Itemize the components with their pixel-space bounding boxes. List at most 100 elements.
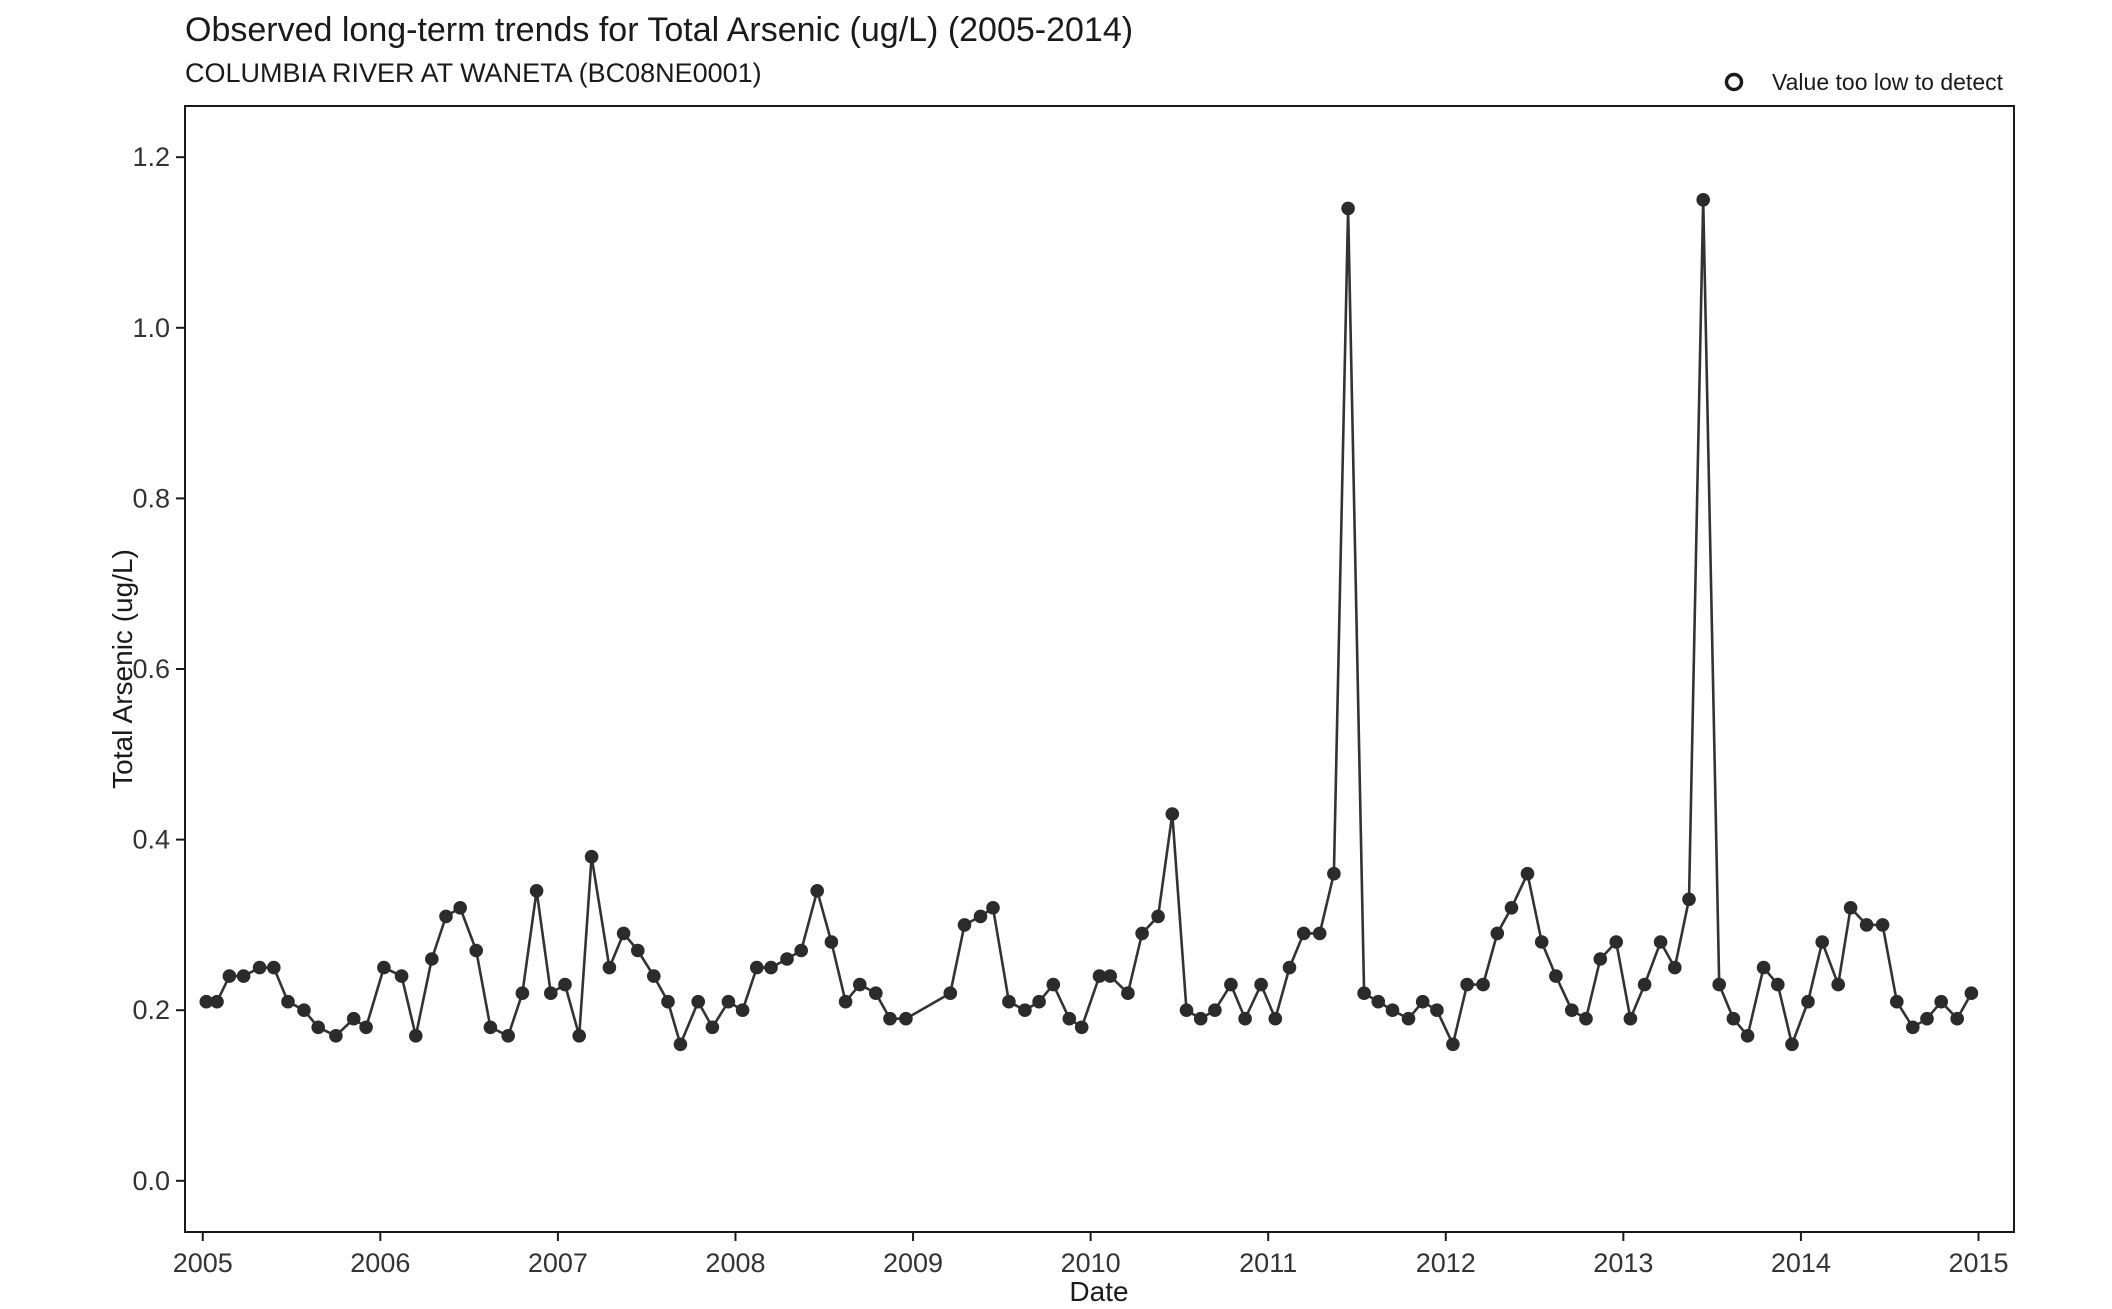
data-point xyxy=(501,1029,515,1043)
data-point xyxy=(750,960,764,975)
data-point xyxy=(1875,918,1890,932)
data-point xyxy=(1312,926,1327,941)
data-point xyxy=(631,943,645,958)
y-tick-label: 1.0 xyxy=(132,313,170,343)
data-point xyxy=(810,884,824,898)
data-point xyxy=(1906,1020,1920,1035)
x-tick-label: 2011 xyxy=(1239,1248,1297,1278)
data-point xyxy=(1062,1011,1077,1026)
data-point xyxy=(1032,994,1046,1009)
data-point xyxy=(1609,935,1623,949)
data-point xyxy=(483,1020,498,1035)
data-point xyxy=(1476,977,1490,992)
data-point xyxy=(515,986,530,1000)
data-point xyxy=(1771,977,1785,992)
x-tick-label: 2014 xyxy=(1771,1248,1831,1278)
data-point xyxy=(853,977,867,992)
data-point xyxy=(297,1003,311,1017)
data-point xyxy=(1103,969,1117,983)
y-tick-label: 1.2 xyxy=(132,142,170,172)
data-point xyxy=(558,977,572,992)
data-point xyxy=(1460,977,1474,992)
data-point xyxy=(329,1029,343,1043)
data-point xyxy=(883,1011,897,1026)
data-point xyxy=(1490,926,1505,941)
data-point xyxy=(1831,977,1845,992)
data-point xyxy=(1224,977,1238,992)
data-point xyxy=(584,849,599,864)
data-point xyxy=(1934,994,1948,1009)
data-point xyxy=(661,994,675,1009)
data-point xyxy=(973,909,988,924)
data-point xyxy=(1801,994,1815,1009)
data-point xyxy=(1074,1020,1089,1035)
x-tick-label: 2005 xyxy=(173,1248,233,1278)
data-point xyxy=(1282,960,1297,975)
data-point xyxy=(1668,960,1682,975)
data-point xyxy=(1296,926,1311,941)
data-point xyxy=(1341,201,1355,216)
data-point xyxy=(346,1011,361,1026)
data-point xyxy=(1268,1011,1283,1026)
data-point xyxy=(1950,1011,1964,1026)
data-point xyxy=(1385,1003,1400,1017)
data-point xyxy=(529,884,544,898)
data-point xyxy=(1401,1011,1416,1026)
data-point xyxy=(838,994,853,1009)
y-axis: 0.0 0.2 0.4 0.6 0.8 1.0 1.2 xyxy=(132,142,185,1196)
data-point xyxy=(1092,969,1107,983)
y-axis-title: Total Arsenic (ug/L) xyxy=(107,549,138,789)
data-point xyxy=(1653,935,1668,949)
x-tick-label: 2009 xyxy=(883,1248,943,1278)
data-point xyxy=(943,986,958,1000)
data-point xyxy=(1623,1011,1638,1026)
data-point xyxy=(425,952,439,966)
data-point xyxy=(1327,866,1341,881)
data-point xyxy=(780,952,794,966)
chart-title: Observed long-term trends for Total Arse… xyxy=(185,11,1133,49)
legend-label: Value too low to detect xyxy=(1772,69,2004,95)
x-tick-label: 2006 xyxy=(350,1248,410,1278)
data-point xyxy=(1815,935,1829,949)
data-point xyxy=(1843,901,1858,915)
data-point xyxy=(602,960,617,975)
data-point xyxy=(409,1029,423,1043)
y-tick-label: 0.8 xyxy=(132,483,170,513)
data-point xyxy=(1964,986,1979,1000)
data-point xyxy=(647,969,661,983)
data-point xyxy=(1002,994,1016,1009)
data-point xyxy=(222,969,237,983)
data-point xyxy=(1637,977,1652,992)
x-tick-label: 2010 xyxy=(1061,1248,1121,1278)
x-axis: 2005 2006 2007 2008 2009 2010 2011 2012 2013 2014… xyxy=(173,1232,2009,1278)
data-point xyxy=(1712,977,1726,992)
data-point xyxy=(1549,969,1563,983)
y-tick-label: 0.6 xyxy=(132,654,170,684)
data-point xyxy=(986,901,1000,915)
data-point xyxy=(1254,977,1268,992)
data-point xyxy=(673,1037,688,1052)
data-point xyxy=(1890,994,1904,1009)
data-point xyxy=(1135,926,1149,941)
data-point xyxy=(1371,994,1386,1009)
data-point xyxy=(199,994,214,1009)
data-point xyxy=(1565,1003,1579,1017)
data-point xyxy=(764,960,778,975)
data-point xyxy=(721,994,736,1009)
y-tick-label: 0.0 xyxy=(132,1166,170,1196)
data-point xyxy=(1534,935,1549,949)
data-point xyxy=(1579,1011,1593,1026)
data-point xyxy=(1726,1011,1741,1026)
data-point xyxy=(236,969,251,983)
data-point xyxy=(1165,807,1180,821)
data-point xyxy=(359,1020,373,1035)
data-point xyxy=(210,994,224,1009)
data-point xyxy=(1430,1003,1444,1017)
data-point xyxy=(1504,901,1519,915)
data-point xyxy=(691,994,705,1009)
data-point xyxy=(1121,986,1135,1000)
y-tick-label: 0.4 xyxy=(132,825,170,855)
data-point xyxy=(1682,892,1696,907)
data-point xyxy=(1696,193,1710,207)
